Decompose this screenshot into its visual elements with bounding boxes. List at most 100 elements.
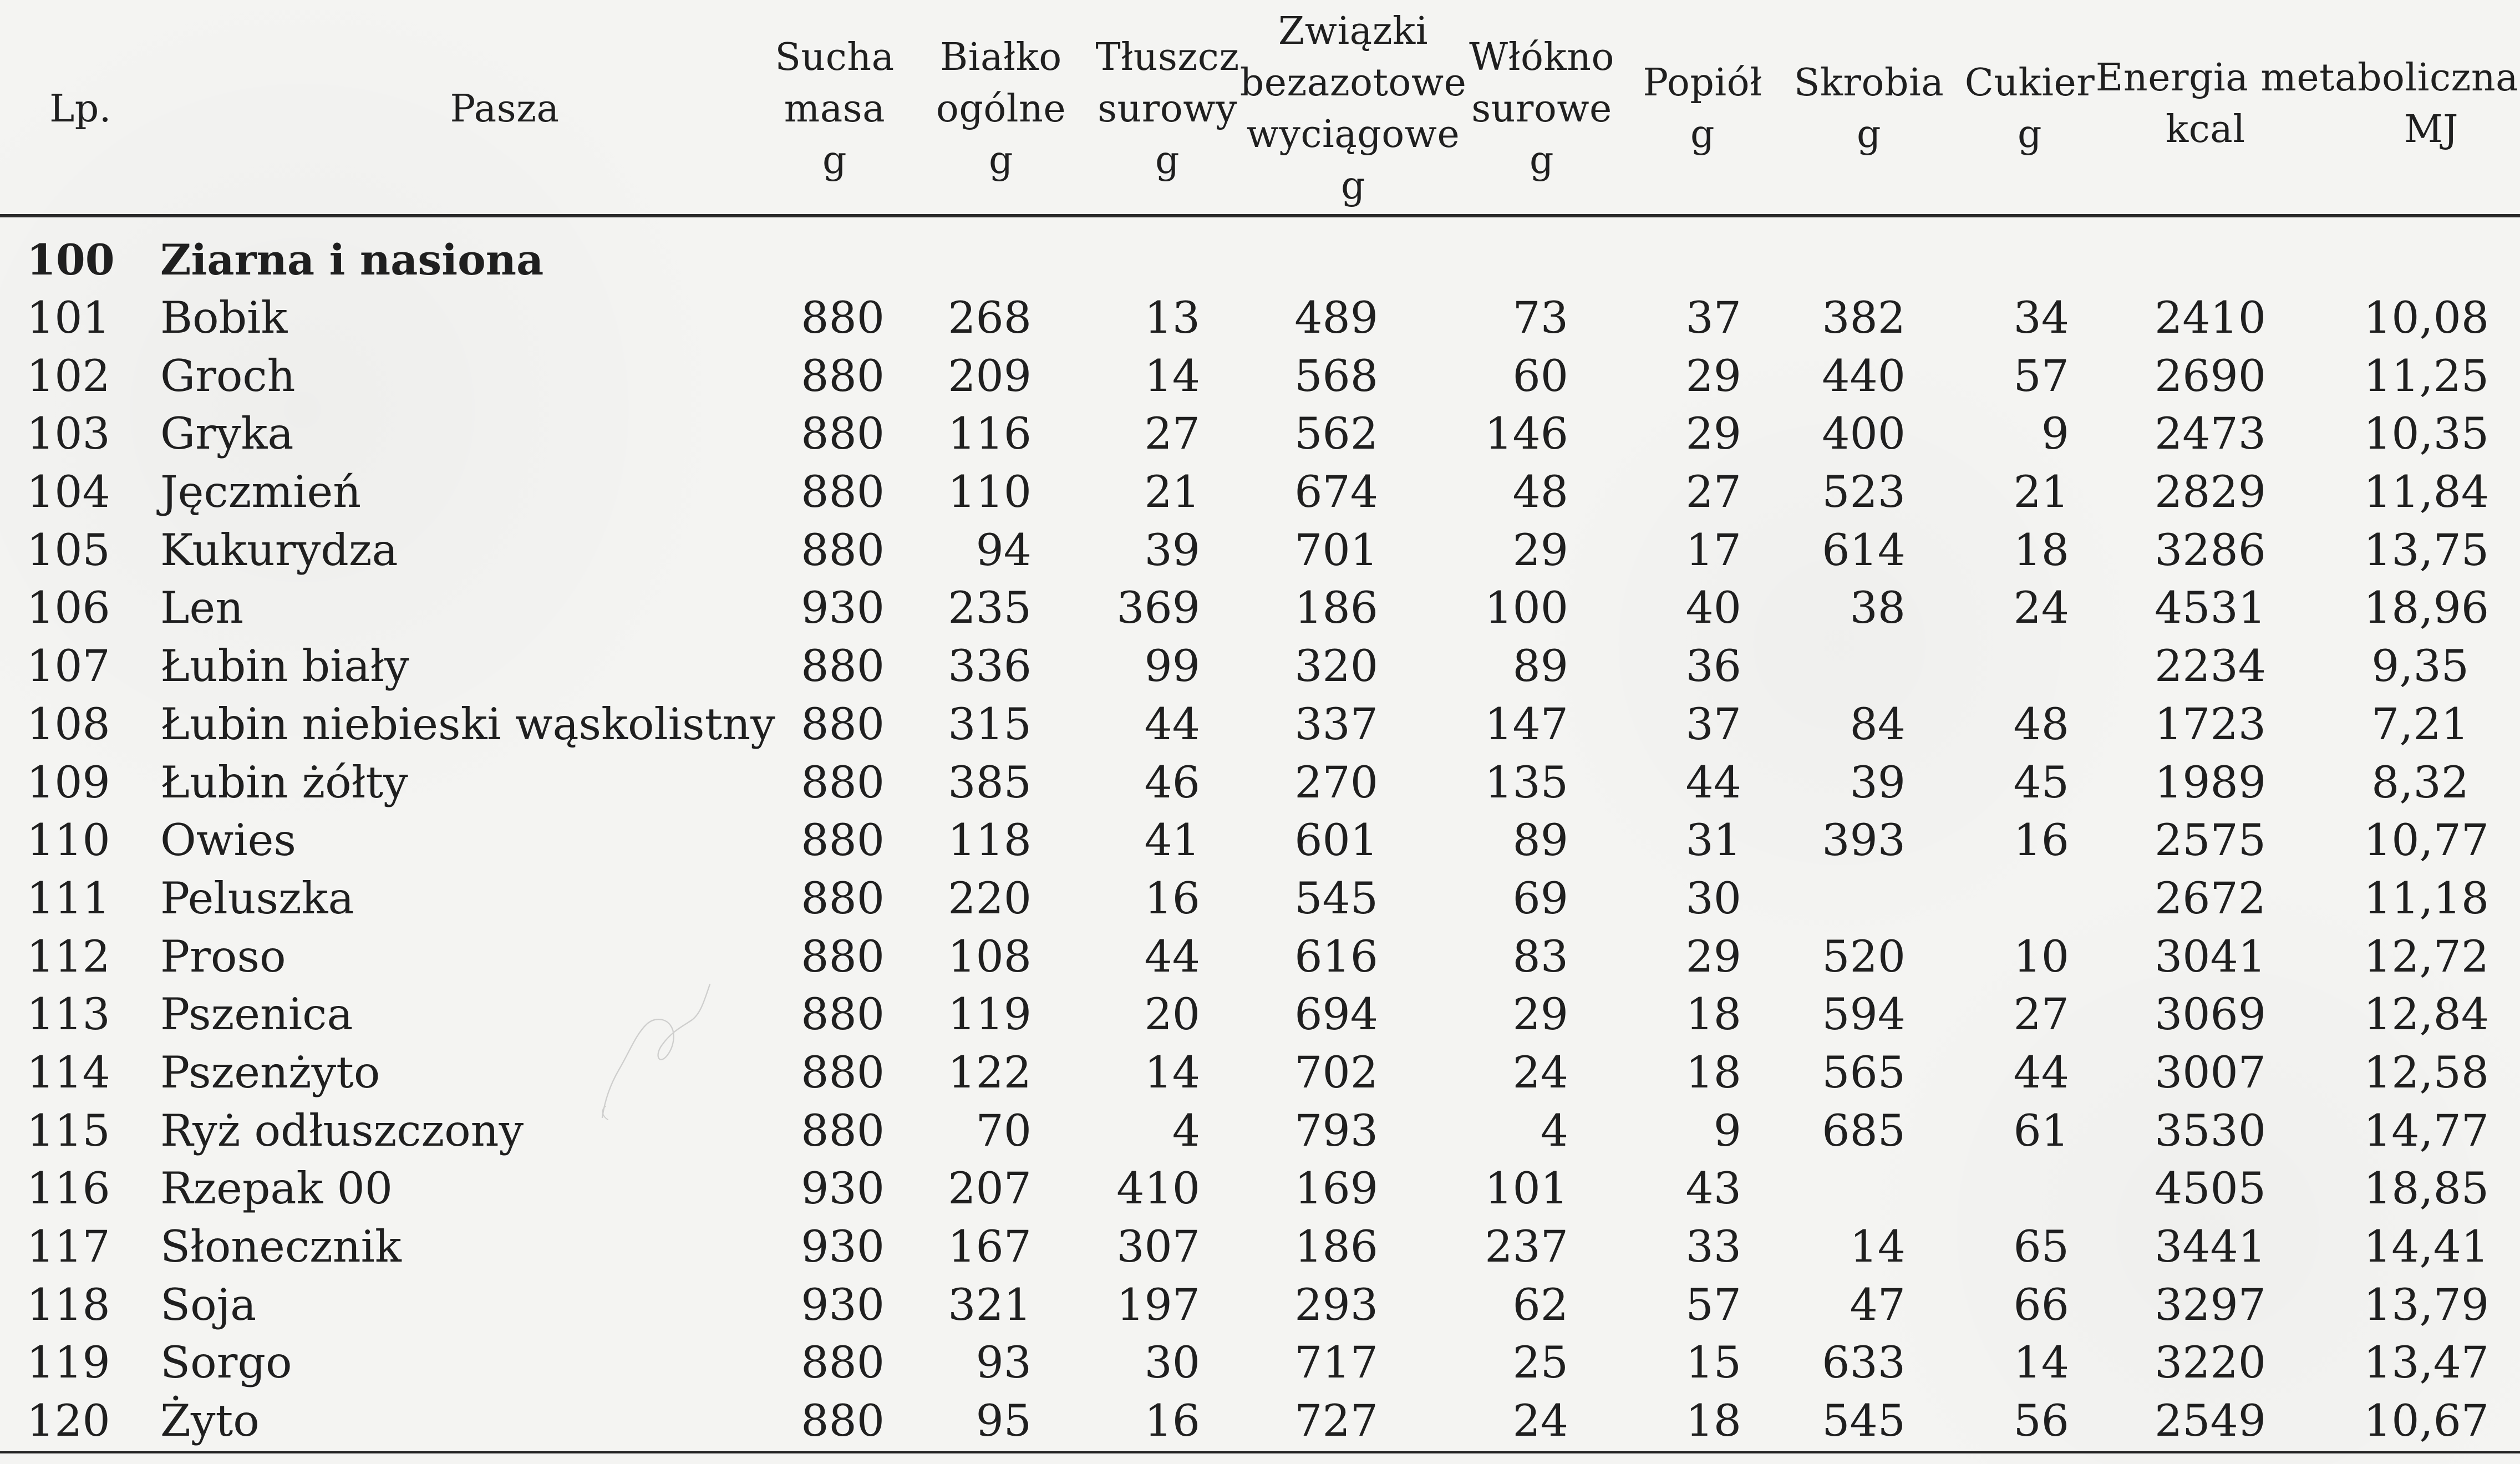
ash-value: 9 [1713, 1105, 1741, 1156]
row-number: 115 [27, 1105, 110, 1156]
sugar-value: 66 [2013, 1279, 2069, 1330]
crude-fiber-value: 29 [1512, 524, 1568, 576]
dry-matter-value: 880 [801, 1395, 885, 1447]
total-protein-value: 268 [948, 292, 1032, 343]
feed-name: Groch [160, 350, 296, 401]
total-protein-value: 209 [948, 350, 1032, 401]
energy-kcal-value: 1723 [2155, 698, 2267, 750]
header-energia-metaboliczna: Energia metaboliczna kcal MJ [2096, 7, 2518, 211]
total-protein-value: 336 [948, 640, 1032, 692]
total-protein-value: 220 [948, 872, 1032, 924]
ash-value: 18 [1685, 989, 1741, 1040]
table-row: 118 Soja 930 321 197 293 62 57 47 66 3297 13,79 [0, 1276, 2520, 1334]
dry-matter-value: 880 [801, 1337, 885, 1389]
row-number: 112 [27, 931, 110, 982]
sugar-value: 56 [2013, 1395, 2069, 1447]
ash-value: 18 [1685, 1046, 1741, 1098]
crude-fiber-value: 147 [1485, 698, 1568, 750]
header-pasza-text: Pasza [450, 87, 560, 131]
row-number: 118 [27, 1279, 110, 1330]
dry-matter-value: 930 [801, 1221, 885, 1272]
crude-fat-value: 13 [1144, 292, 1200, 343]
feed-name: Kukurydza [160, 524, 398, 576]
starch-value: 633 [1822, 1337, 1906, 1389]
header-bialko-line-2: ogólne [936, 87, 1066, 131]
sugar-value: 21 [2013, 466, 2069, 518]
crude-fat-value: 16 [1144, 1395, 1200, 1447]
table-row: 108 Łubin niebieski wąskolistny 880 315 44 33… [0, 695, 2520, 754]
table-row: 117 Słonecznik 930 167 307 186 237 33 14 65 3441 14… [0, 1218, 2520, 1276]
crude-fat-value: 21 [1144, 466, 1200, 518]
header-zwiazki-line-4: g [1340, 164, 1366, 208]
ash-value: 37 [1685, 292, 1741, 343]
dry-matter-value: 930 [801, 1163, 885, 1214]
header-sucha-line-2: masa [784, 87, 886, 131]
energy-kcal-value: 3069 [2155, 989, 2267, 1040]
table-row: 113 Pszenica 880 119 20 694 29 18 594 27 3069 12,84 [0, 985, 2520, 1044]
crude-fiber-value: 83 [1512, 931, 1568, 982]
starch-value: 393 [1822, 815, 1906, 866]
dry-matter-value: 880 [801, 1105, 885, 1156]
row-number: 109 [27, 756, 110, 808]
starch-value: 38 [1850, 582, 1906, 634]
row-number: 104 [27, 466, 110, 518]
nitrogen-free-extract-value: 320 [1294, 640, 1378, 692]
sugar-value: 34 [2013, 292, 2069, 343]
row-number: 114 [27, 1046, 110, 1098]
energy-mj-value: 13,75 [2364, 524, 2489, 576]
energy-mj-value: 13,79 [2364, 1279, 2489, 1330]
crude-fiber-value: 100 [1485, 582, 1568, 634]
feed-name: Pszenica [160, 989, 353, 1040]
crude-fiber-value: 62 [1512, 1279, 1568, 1330]
table-row: 110 Owies 880 118 41 601 89 31 393 16 2575 10,77 [0, 811, 2520, 870]
table-row: 109 Łubin żółty 880 385 46 270 135 44 39 45 1989 8,… [0, 754, 2520, 812]
energy-kcal-value: 1989 [2155, 756, 2267, 808]
feed-name: Soja [160, 1279, 257, 1330]
header-bialko-ogolne: Białko ogólne g [921, 7, 1081, 211]
nitrogen-free-extract-value: 169 [1294, 1163, 1378, 1214]
row-number: 105 [27, 524, 110, 576]
header-popiol-line-2: g [1690, 113, 1715, 156]
energy-mj-value: 12,72 [2364, 931, 2489, 982]
nitrogen-free-extract-value: 616 [1294, 931, 1378, 982]
sugar-value: 61 [2013, 1105, 2069, 1156]
crude-fat-value: 99 [1144, 640, 1200, 692]
crude-fat-value: 369 [1116, 582, 1200, 634]
total-protein-value: 93 [976, 1337, 1032, 1389]
energy-kcal-value: 2234 [2155, 640, 2267, 692]
header-sucha-line-1: Sucha [775, 35, 895, 79]
crude-fat-value: 27 [1144, 408, 1200, 460]
header-tluszcz-line-1: Tłuszcz [1095, 35, 1239, 79]
starch-value: 14 [1850, 1221, 1906, 1272]
total-protein-value: 70 [976, 1105, 1032, 1156]
table-row: 115 Ryż odłuszczony 880 70 4 793 4 9 685 61 3530 14… [0, 1102, 2520, 1160]
nitrogen-free-extract-value: 727 [1294, 1395, 1378, 1447]
energy-mj-value: 13,47 [2364, 1337, 2489, 1389]
feed-name: Słonecznik [160, 1221, 402, 1272]
header-wlokno-line-1: Włókno [1469, 35, 1614, 79]
dry-matter-value: 930 [801, 1279, 885, 1330]
crude-fat-value: 30 [1144, 1337, 1200, 1389]
dry-matter-value: 880 [801, 408, 885, 460]
crude-fiber-value: 25 [1512, 1337, 1568, 1389]
header-tluszcz-surowy: Tłuszcz surowy g [1087, 7, 1248, 211]
table-row: 119 Sorgo 880 93 30 717 25 15 633 14 3220 13,47 [0, 1334, 2520, 1392]
energy-mj-value: 10,77 [2364, 815, 2489, 866]
ash-value: 44 [1685, 756, 1741, 808]
header-popiol-line-1: Popiół [1643, 61, 1762, 105]
header-lp: Lp. [22, 7, 139, 211]
ash-value: 36 [1685, 640, 1741, 692]
header-wlokno-surowe: Włókno surowe g [1453, 7, 1630, 211]
section-row: 100 Ziarna i nasiona [0, 231, 2520, 289]
total-protein-value: 110 [948, 466, 1032, 518]
energy-kcal-value: 3441 [2155, 1221, 2267, 1272]
energy-mj-value: 10,67 [2364, 1395, 2489, 1447]
feed-name: Bobik [160, 292, 288, 343]
crude-fat-value: 4 [1172, 1105, 1200, 1156]
energy-mj-value: 7,21 [2371, 698, 2469, 750]
table-row: 112 Proso 880 108 44 616 83 29 520 10 3041 12,72 [0, 928, 2520, 986]
header-pasza: Pasza [233, 7, 776, 211]
header-lp-text: Lp. [49, 87, 111, 131]
crude-fat-value: 44 [1144, 931, 1200, 982]
